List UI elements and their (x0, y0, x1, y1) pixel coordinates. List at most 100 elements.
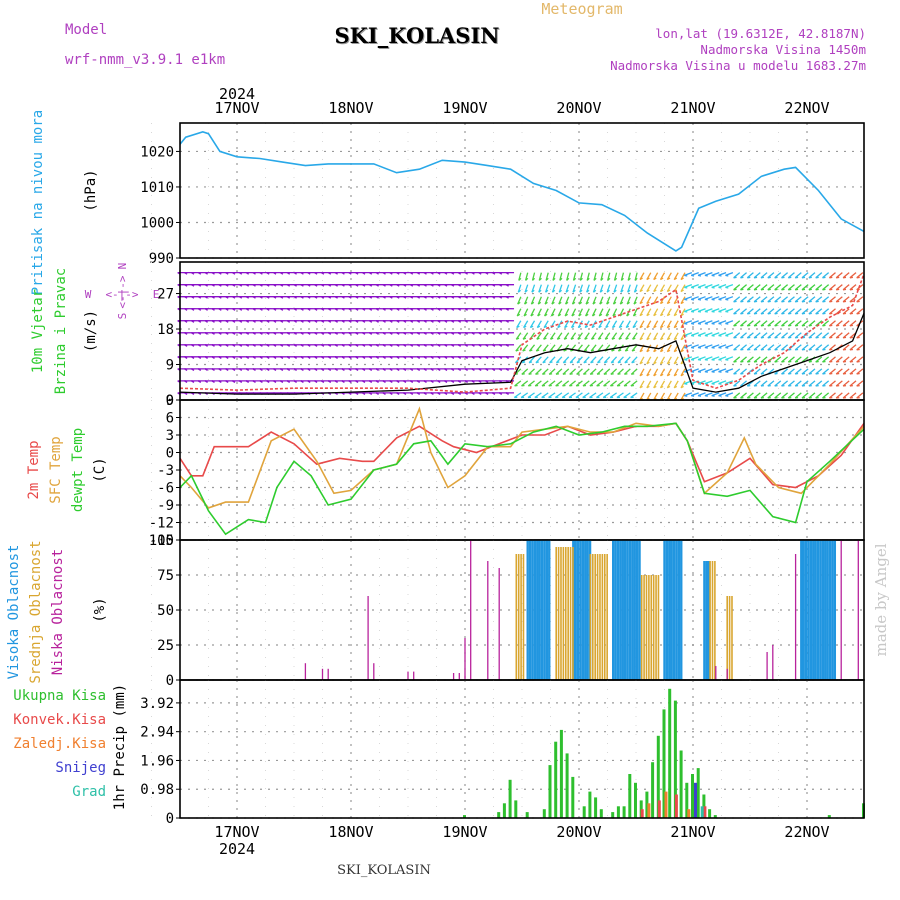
wind-arrowhead (430, 368, 434, 371)
wind-arrow (554, 392, 563, 399)
wind-arrowhead (660, 361, 664, 365)
wind-arrowhead (286, 284, 291, 287)
compass-n: N (116, 263, 129, 270)
wind-arrowhead (639, 337, 643, 341)
wind-arrow (646, 320, 652, 329)
wind-arrowhead (464, 368, 468, 371)
wind-arrow (801, 380, 809, 387)
wind-arrowhead (579, 289, 583, 293)
wind-arrowhead (204, 296, 208, 299)
wind-arrow (801, 272, 809, 279)
wind-arrow (740, 380, 747, 387)
wind-arrow (666, 320, 672, 329)
wind-arrowhead (610, 373, 614, 375)
wind-arrowhead (286, 344, 291, 347)
ytick-label: 50 (157, 603, 174, 619)
precip-bar (634, 782, 637, 818)
wind-arrowhead (444, 344, 448, 347)
wind-arrowhead (822, 312, 826, 315)
wind-arrowhead (767, 312, 771, 315)
wind-arrow (673, 320, 679, 329)
wind-arrowhead (409, 368, 414, 371)
wind-arrowhead (457, 296, 462, 299)
wind-arrow (767, 296, 775, 303)
wind-arrowhead (252, 344, 256, 347)
wind-arrowhead (666, 277, 671, 281)
wind-arrowhead (697, 382, 702, 385)
wind-arrowhead (389, 320, 393, 323)
wind-arrowhead (341, 272, 345, 275)
wind-arrowhead (245, 368, 250, 371)
wind-arrowhead (416, 296, 421, 299)
wind-arrowhead (740, 276, 744, 279)
wind-arrow (822, 344, 830, 351)
precip-bar (687, 809, 691, 818)
wind-arrow (733, 320, 741, 327)
wind-arrow (794, 392, 802, 399)
wind-arrowhead (639, 313, 643, 317)
wind-arrow (849, 320, 857, 327)
wind-arrowhead (585, 313, 589, 317)
wind-arrowhead (653, 373, 657, 377)
wind-arrowhead (457, 272, 462, 275)
wind-arrow (659, 380, 666, 389)
wind-arrow (607, 272, 611, 281)
wind-arrowhead (245, 344, 250, 347)
wind-arrowhead (704, 382, 708, 385)
wind-arrow (542, 344, 549, 352)
wind-arrow (659, 272, 666, 280)
wind-arrowhead (218, 356, 222, 359)
wind-arrowhead (639, 385, 643, 389)
wind-arrowhead (556, 361, 560, 364)
year-bottom: 2024 (219, 840, 255, 858)
wind-arrowhead (498, 392, 503, 395)
wind-arrow (733, 332, 741, 339)
wind-arrowhead (530, 313, 534, 317)
wind-arrowhead (327, 344, 332, 347)
wind-arrow (617, 356, 624, 364)
wind-arrowhead (259, 368, 263, 371)
wind-arrow (586, 284, 590, 293)
wind-arrowhead (266, 308, 270, 311)
wind-arrowhead (498, 332, 503, 335)
wind-arrowhead (822, 372, 826, 375)
wind-arrowhead (577, 325, 582, 329)
wind-arrowhead (437, 272, 441, 275)
wind-arrow (653, 296, 659, 304)
precip-bar (691, 774, 694, 818)
wind-arrowhead (646, 325, 650, 329)
precip-bar (664, 791, 668, 818)
wind-arrowhead (252, 308, 256, 311)
wind-arrowhead (348, 308, 352, 311)
wind-arrowhead (437, 344, 441, 347)
wind-arrowhead (300, 368, 304, 371)
wind-arrow (856, 392, 864, 399)
wind-arrowhead (368, 368, 373, 371)
wind-arrowhead (788, 372, 792, 375)
wind-arrowhead (252, 320, 256, 323)
wind-arrowhead (653, 349, 657, 353)
wind-arrow (808, 296, 816, 303)
wind-arrowhead (597, 361, 601, 364)
wind-arrowhead (211, 284, 215, 287)
wind-arrowhead (639, 325, 643, 329)
wind-arrow (767, 308, 775, 315)
wind-arrowhead (314, 296, 318, 299)
wind-arrow (639, 356, 645, 365)
wind-arrowhead (396, 272, 400, 275)
wind-arrowhead (673, 301, 678, 305)
wind-arrowhead (444, 272, 448, 275)
wind-arrow (527, 392, 535, 399)
wind-arrow (623, 380, 631, 387)
wind-arrowhead (646, 289, 650, 293)
wind-arrowhead (618, 337, 622, 340)
wind-arrowhead (753, 312, 758, 315)
wind-arrow (530, 308, 536, 317)
wind-arrowhead (646, 277, 650, 281)
wind-arrow (583, 344, 590, 352)
wind-arrowhead (591, 337, 595, 340)
wind-arrow (794, 272, 802, 279)
wind-arrowhead (368, 392, 373, 395)
precip-bar (525, 812, 529, 818)
wind-arrowhead (684, 382, 688, 385)
